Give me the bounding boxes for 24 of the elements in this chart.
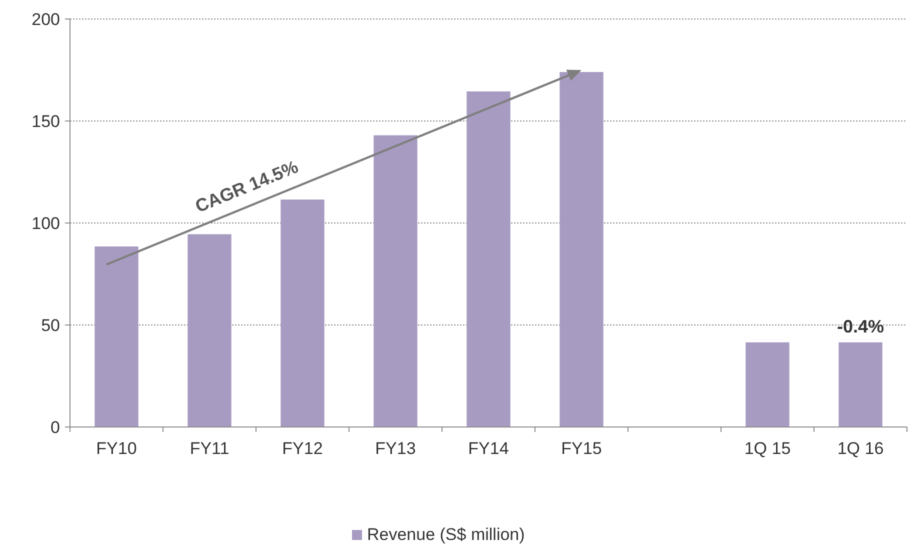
bar — [188, 234, 232, 427]
x-tick-label: FY12 — [282, 439, 323, 458]
bar — [466, 91, 510, 427]
x-tick-label: 1Q 16 — [837, 439, 884, 458]
bar — [838, 342, 882, 427]
y-tick-label: 200 — [32, 10, 60, 29]
x-tick-label: FY10 — [96, 439, 137, 458]
y-tick-label: 100 — [32, 214, 60, 233]
annotation: CAGR 14.5% — [192, 156, 301, 216]
y-tick-label: 150 — [32, 112, 60, 131]
bar — [746, 342, 790, 427]
x-tick-label: FY15 — [561, 439, 602, 458]
x-tick-label: FY14 — [468, 439, 509, 458]
y-tick-label: 50 — [41, 316, 60, 335]
x-tick-label: FY13 — [375, 439, 416, 458]
bar — [560, 72, 604, 427]
bar — [280, 200, 324, 427]
annotation: -0.4% — [836, 316, 884, 336]
legend-label: Revenue (S$ million) — [367, 525, 525, 544]
bar — [94, 246, 138, 427]
x-tick-label: FY11 — [190, 439, 230, 458]
x-tick-label: 1Q 15 — [744, 439, 791, 458]
bar — [374, 135, 418, 427]
y-tick-label: 0 — [50, 418, 60, 437]
